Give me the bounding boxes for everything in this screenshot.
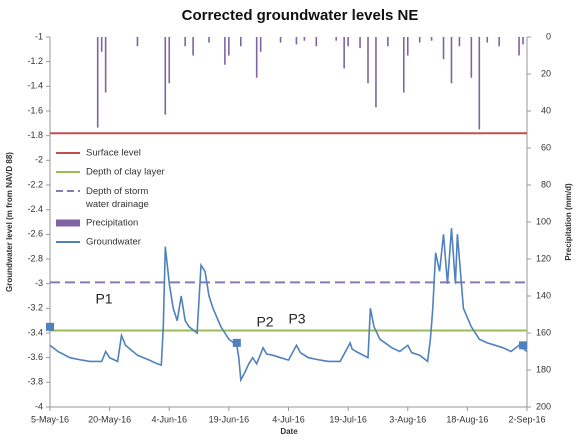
y-tick-label: -3 xyxy=(35,278,43,288)
y-tick-label: -3.4 xyxy=(27,327,43,337)
y-tick-label: -1.6 xyxy=(27,105,43,115)
precipitation-bar xyxy=(335,37,337,41)
precipitation-bar xyxy=(224,37,226,65)
precipitation-bar xyxy=(458,37,461,47)
x-tick-label: 18-Aug-16 xyxy=(446,414,488,424)
y-tick-label: -2.2 xyxy=(27,179,43,189)
x-tick-label: 19-Jul-16 xyxy=(329,414,367,424)
measurement-marker xyxy=(232,338,241,347)
precipitation-bar xyxy=(343,37,345,69)
x-tick-label: 2-Sep-16 xyxy=(508,414,545,424)
legend-label: Groundwater xyxy=(86,237,141,248)
y-tick-label: -1 xyxy=(35,31,43,41)
annotation: P3 xyxy=(288,311,305,327)
y2-tick-label: 140 xyxy=(536,290,551,300)
measurement-marker xyxy=(519,341,528,350)
precipitation-bar xyxy=(208,37,210,43)
y-tick-label: -3.2 xyxy=(27,303,43,313)
precipitation-bar xyxy=(96,37,99,128)
groundwater-line xyxy=(49,228,528,383)
precipitation-bar xyxy=(402,37,405,93)
precipitation-bar xyxy=(430,37,433,41)
y-tick-label: -2.6 xyxy=(27,229,43,239)
y2-tick-label: 40 xyxy=(541,105,551,115)
precipitation-bar xyxy=(228,37,230,56)
y-tick-label: -3.6 xyxy=(27,352,43,362)
precipitation-bar xyxy=(359,37,361,49)
precipitation-bar xyxy=(164,37,167,115)
precipitation-bar xyxy=(442,37,445,60)
y2-tick-label: 120 xyxy=(536,253,551,263)
precipitation-bar xyxy=(347,37,349,47)
legend-swatch xyxy=(56,219,80,227)
precipitation-bar xyxy=(375,37,377,108)
measurement-marker xyxy=(46,322,54,331)
legend-label: Surface level xyxy=(86,148,141,159)
y-tick-label: -2.4 xyxy=(27,204,43,214)
y2-tick-label: 180 xyxy=(536,364,551,374)
annotation: P1 xyxy=(95,291,112,307)
precipitation-bar xyxy=(486,37,489,43)
y-tick-label: -2.8 xyxy=(27,253,43,263)
x-tick-label: 4-Jul-16 xyxy=(272,414,305,424)
precipitation-bar xyxy=(104,37,107,93)
precipitation-bar xyxy=(100,37,103,52)
x-tick-label: 20-May-16 xyxy=(88,414,131,424)
x-tick-label: 4-Jun-16 xyxy=(151,414,187,424)
x-tick-label: 3-Aug-16 xyxy=(389,414,426,424)
precipitation-bar xyxy=(522,37,524,45)
legend-label: Depth of storm water drainage xyxy=(85,186,149,210)
y2-tick-label: 200 xyxy=(536,401,551,411)
precipitation-bar xyxy=(255,37,258,78)
precipitation-bar xyxy=(279,37,282,43)
precipitation-bar xyxy=(192,37,194,56)
precipitation-bar xyxy=(406,37,409,56)
x-tick-label: 19-Jun-16 xyxy=(209,414,250,424)
y2-tick-label: 80 xyxy=(541,179,551,189)
precipitation-bar xyxy=(303,37,306,41)
y2-tick-label: 160 xyxy=(536,327,551,337)
precipitation-bar xyxy=(470,37,473,78)
y2-tick-label: 60 xyxy=(541,142,551,152)
y-tick-label: -3.8 xyxy=(27,377,43,387)
y2-tick-label: 20 xyxy=(541,68,551,78)
x-tick-label: 5-May-16 xyxy=(31,414,69,424)
chart-title: Corrected groundwater levels NE xyxy=(182,7,419,24)
y2-axis-title: Precipitation (mm/d) xyxy=(564,183,573,261)
y-tick-label: -1.4 xyxy=(27,81,43,91)
legend: Surface level Depth of clay layer Depth of… xyxy=(56,148,165,248)
precipitation-bar xyxy=(295,37,298,45)
precipitation-bar xyxy=(259,37,262,52)
x-axis-title: Date xyxy=(280,427,298,436)
y-axis-title: Groundwater level (m from NAVD 88) xyxy=(5,152,14,292)
legend-label: Precipitation xyxy=(86,218,138,229)
y-tick-label: -4 xyxy=(35,401,43,411)
precipitation-bar xyxy=(418,37,421,43)
y-tick-label: -1.8 xyxy=(27,130,43,140)
precipitation-bar xyxy=(387,37,389,47)
precipitation-bar xyxy=(518,37,520,56)
legend-label: Depth of clay layer xyxy=(86,167,165,178)
precipitation-bar xyxy=(478,37,481,130)
precipitation-bar xyxy=(367,37,369,84)
annotation: P2 xyxy=(256,314,273,330)
precipitation-bar xyxy=(184,37,186,47)
y-tick-label: -2 xyxy=(35,155,43,165)
precipitation-bar xyxy=(450,37,453,84)
y2-tick-label: 100 xyxy=(536,216,551,226)
precipitation-bar xyxy=(315,37,318,47)
y2-tick-label: 0 xyxy=(546,31,551,41)
precipitation-bar xyxy=(136,37,139,47)
precipitation-bar xyxy=(240,37,242,47)
y-tick-label: -1.2 xyxy=(27,56,43,66)
precipitation-bar xyxy=(498,37,500,47)
precipitation-bar xyxy=(168,37,171,84)
